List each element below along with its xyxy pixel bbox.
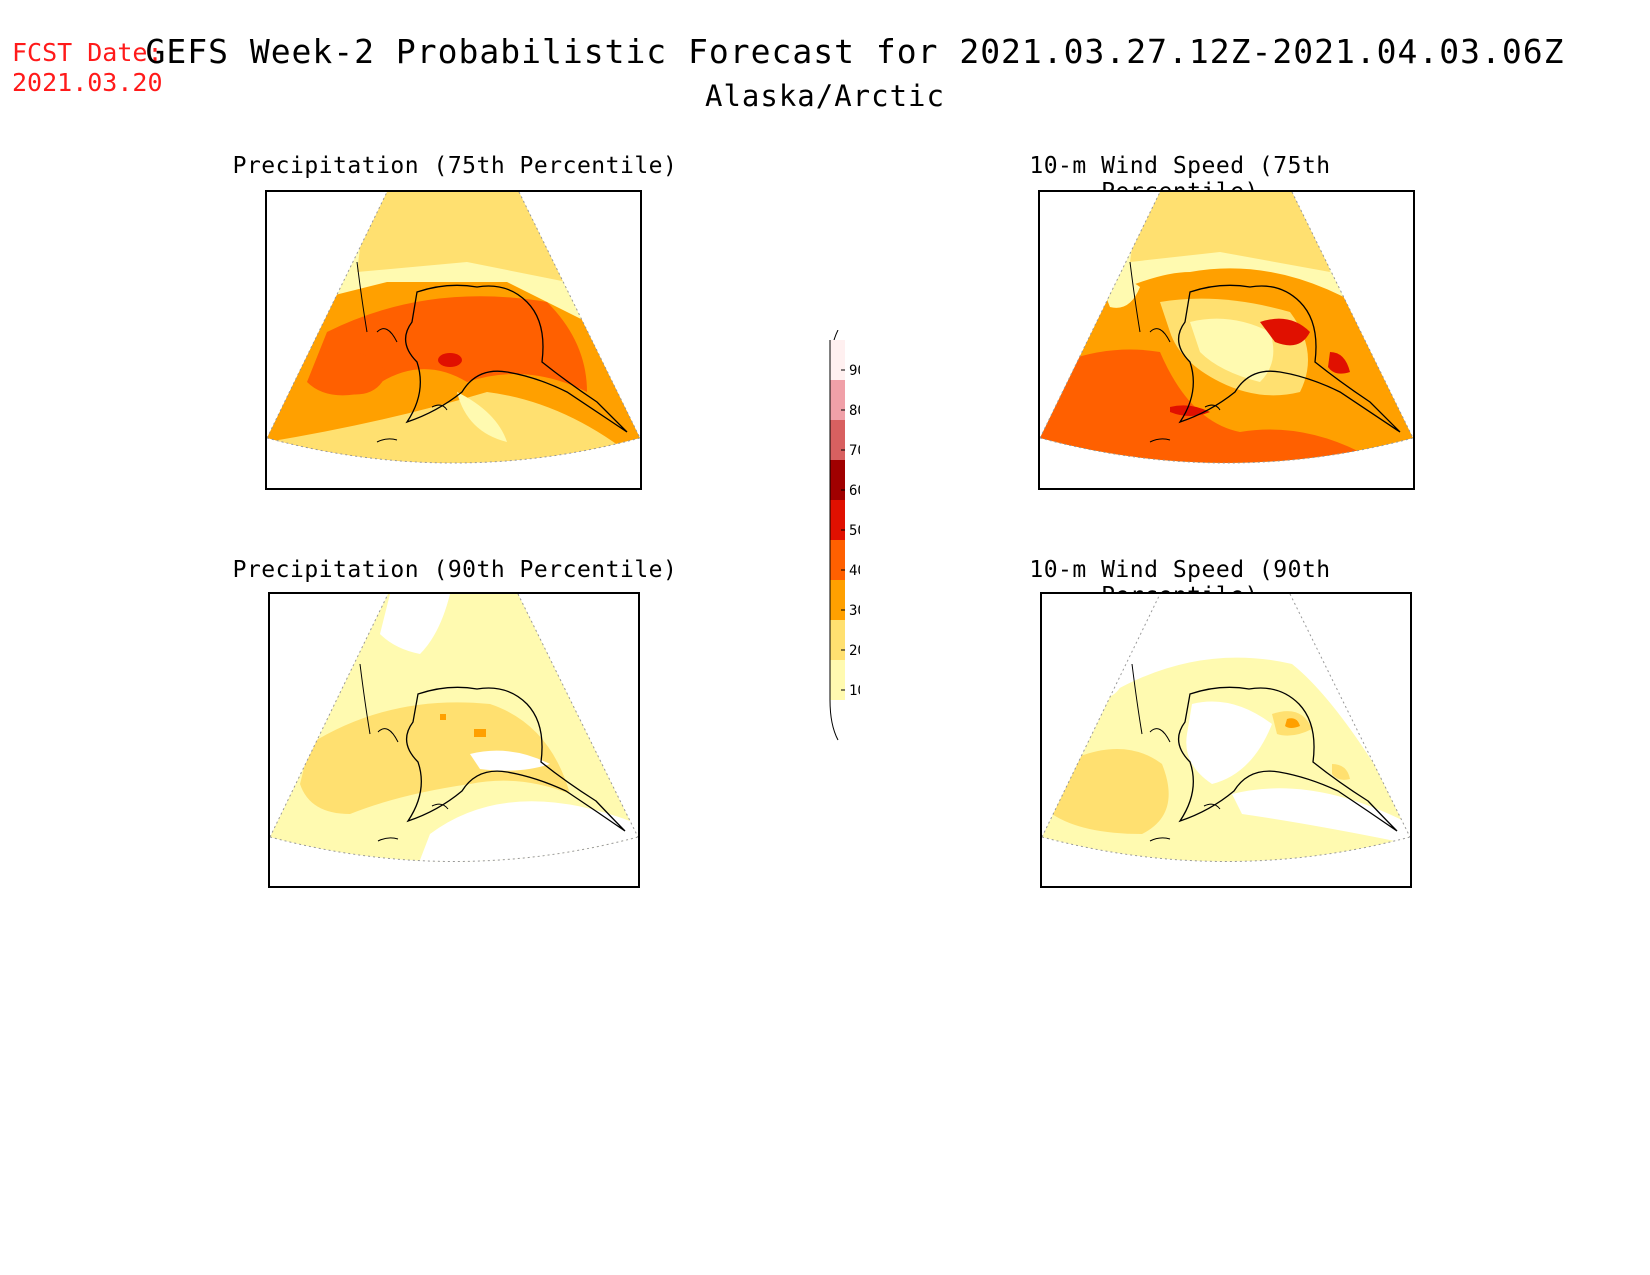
colorbar-swatch [830,460,845,500]
colorbar-label: 50 [849,523,860,539]
map-wind-90 [1040,592,1412,888]
colorbar-swatch [830,580,845,620]
map-wind-75 [1038,190,1415,490]
colorbar-label: 70 [849,443,860,459]
figure-title-block: GEFS Week-2 Probabilistic Forecast for 2… [0,32,1650,113]
region-subtitle: Alaska/Arctic [705,79,945,113]
colorbar-label: 20 [849,643,860,659]
colorbar-swatch [830,420,845,460]
colorbar-label: 60 [849,483,860,499]
colorbar-label: 10 [849,683,860,699]
colorbar-swatch [830,500,845,540]
colorbar-swatch [830,660,845,700]
panel-title-precip-75: Precipitation (75th Percentile) [232,153,678,179]
forecast-date-block: FCST Date: 2021.03.20 [12,38,163,98]
colorbar-label: 30 [849,603,860,619]
colorbar-label: 80 [849,403,860,419]
panel-title-precip-90: Precipitation (90th Percentile) [232,557,678,583]
map-precip-90 [268,592,640,888]
colorbar-graphic: 90 80 70 60 50 40 30 20 10 [829,329,866,741]
forecast-date-value: 2021.03.20 [12,68,163,97]
map-precip-75 [265,190,642,490]
colorbar-swatch [830,540,845,580]
colorbar-label: 90 [849,363,860,379]
colorbar-swatch [830,340,845,380]
colorbar: 90 80 70 60 50 40 30 20 10 [800,329,866,754]
forecast-date-label: FCST Date: [12,38,163,67]
colorbar-swatch [830,380,845,420]
colorbar-label: 40 [849,563,860,579]
colorbar-swatch [830,620,845,660]
figure-title: GEFS Week-2 Probabilistic Forecast for 2… [145,32,1565,71]
